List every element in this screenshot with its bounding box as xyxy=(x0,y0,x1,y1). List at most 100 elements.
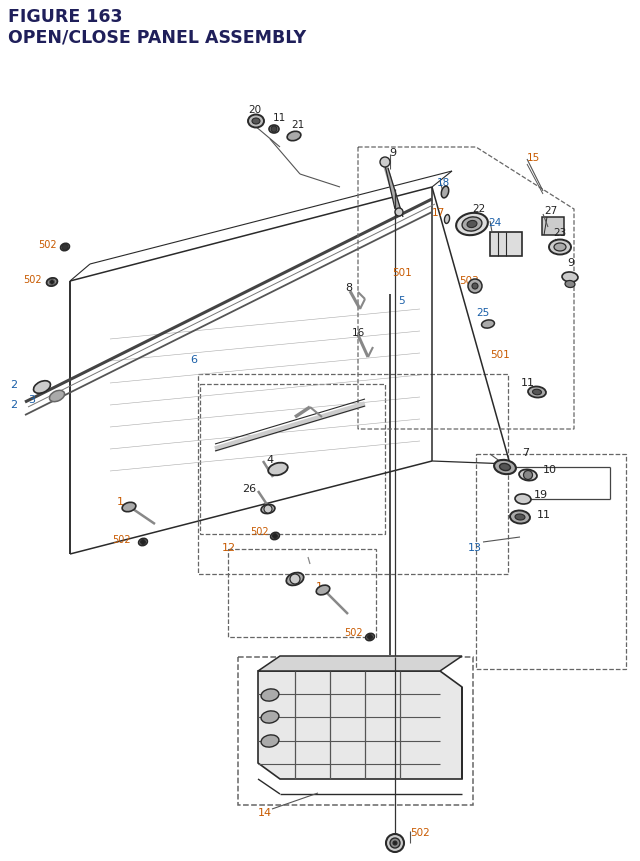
Ellipse shape xyxy=(554,244,566,251)
Ellipse shape xyxy=(515,494,531,505)
Ellipse shape xyxy=(528,387,546,398)
Text: 502: 502 xyxy=(250,526,269,536)
Ellipse shape xyxy=(139,539,147,546)
Text: 502: 502 xyxy=(38,239,56,250)
Circle shape xyxy=(49,280,54,285)
Ellipse shape xyxy=(510,511,530,524)
Ellipse shape xyxy=(261,735,279,747)
Text: 15: 15 xyxy=(527,152,540,163)
Text: 7: 7 xyxy=(522,448,529,457)
Bar xyxy=(238,657,473,805)
Ellipse shape xyxy=(286,573,304,585)
Text: 18: 18 xyxy=(437,177,451,188)
Ellipse shape xyxy=(494,461,516,474)
Ellipse shape xyxy=(462,218,482,232)
Circle shape xyxy=(393,841,397,845)
Text: 12: 12 xyxy=(222,542,236,553)
Text: OPEN/CLOSE PANEL ASSEMBLY: OPEN/CLOSE PANEL ASSEMBLY xyxy=(8,28,306,46)
Text: 20: 20 xyxy=(248,105,261,115)
Circle shape xyxy=(271,127,277,133)
Ellipse shape xyxy=(268,463,288,476)
Ellipse shape xyxy=(500,464,511,471)
Text: 10: 10 xyxy=(543,464,557,474)
Bar xyxy=(228,549,376,637)
Text: 9: 9 xyxy=(567,257,574,268)
Text: 11: 11 xyxy=(521,378,535,387)
Text: 19: 19 xyxy=(534,489,548,499)
Text: 502: 502 xyxy=(344,628,363,637)
Ellipse shape xyxy=(441,187,449,199)
Bar xyxy=(490,232,522,257)
Ellipse shape xyxy=(248,115,264,128)
Ellipse shape xyxy=(252,119,260,125)
Circle shape xyxy=(264,505,272,513)
Circle shape xyxy=(468,280,482,294)
Ellipse shape xyxy=(515,514,525,520)
Bar xyxy=(290,660,306,669)
Text: 27: 27 xyxy=(544,206,557,216)
Ellipse shape xyxy=(271,533,280,540)
Text: 4: 4 xyxy=(266,455,273,464)
Ellipse shape xyxy=(467,221,477,228)
Circle shape xyxy=(386,834,404,852)
Text: 16: 16 xyxy=(352,328,365,338)
Ellipse shape xyxy=(481,320,495,329)
Text: 24: 24 xyxy=(488,218,501,228)
Ellipse shape xyxy=(261,689,279,702)
Text: 13: 13 xyxy=(468,542,482,553)
Bar xyxy=(476,455,626,669)
Text: 9: 9 xyxy=(389,148,396,158)
Text: 501: 501 xyxy=(392,268,412,278)
Circle shape xyxy=(380,158,390,168)
Text: 8: 8 xyxy=(345,282,352,293)
Circle shape xyxy=(62,245,68,251)
Ellipse shape xyxy=(49,391,65,402)
Ellipse shape xyxy=(33,381,51,393)
Text: 501: 501 xyxy=(490,350,509,360)
Text: 503: 503 xyxy=(459,276,479,286)
Text: 26: 26 xyxy=(242,483,256,493)
Bar xyxy=(542,218,564,236)
Ellipse shape xyxy=(61,244,69,251)
Text: 502: 502 xyxy=(112,535,131,544)
Text: FIGURE 163: FIGURE 163 xyxy=(8,8,122,26)
Ellipse shape xyxy=(287,132,301,141)
Text: 22: 22 xyxy=(472,204,485,214)
Circle shape xyxy=(390,838,400,848)
Ellipse shape xyxy=(549,240,571,255)
Text: 5: 5 xyxy=(398,295,404,306)
Text: 17: 17 xyxy=(432,208,445,218)
Ellipse shape xyxy=(122,503,136,512)
Bar xyxy=(200,385,385,535)
Ellipse shape xyxy=(47,279,58,287)
Ellipse shape xyxy=(316,585,330,595)
Text: 23: 23 xyxy=(553,228,566,238)
Circle shape xyxy=(395,208,403,217)
Ellipse shape xyxy=(519,470,537,481)
Circle shape xyxy=(367,635,372,640)
Ellipse shape xyxy=(365,634,374,641)
Ellipse shape xyxy=(532,390,541,395)
Text: 14: 14 xyxy=(258,807,272,817)
Text: 1: 1 xyxy=(117,497,124,506)
Text: 25: 25 xyxy=(476,307,489,318)
Polygon shape xyxy=(258,672,462,779)
Polygon shape xyxy=(258,656,462,672)
Text: 502: 502 xyxy=(410,827,429,837)
Ellipse shape xyxy=(565,282,575,288)
Ellipse shape xyxy=(562,273,578,282)
Text: 502: 502 xyxy=(23,275,42,285)
Text: 2: 2 xyxy=(10,400,17,410)
Text: 11: 11 xyxy=(273,113,286,123)
Circle shape xyxy=(273,534,278,539)
Circle shape xyxy=(472,283,478,289)
Text: 21: 21 xyxy=(291,120,304,130)
Text: 11: 11 xyxy=(537,510,551,519)
Ellipse shape xyxy=(269,126,279,133)
Text: 1: 1 xyxy=(316,581,323,592)
Circle shape xyxy=(141,540,145,545)
Text: 6: 6 xyxy=(190,355,197,364)
Bar xyxy=(198,375,508,574)
Ellipse shape xyxy=(444,215,449,224)
Bar xyxy=(318,656,331,666)
